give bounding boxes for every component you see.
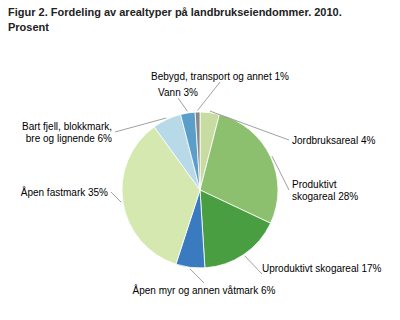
slice-label: Vann 3% [158, 87, 198, 98]
subtitle: Prosent [8, 21, 49, 33]
slice-label: Jordbruksareal 4% [292, 135, 375, 146]
leader-line [190, 269, 204, 283]
slice-label: Bart fjell, blokkmark,bre og lignende 6% [22, 121, 112, 144]
leader-line [272, 156, 289, 190]
leader-line [111, 192, 121, 202]
slice-label: Åpen fastmark 35% [21, 186, 108, 198]
slice-label: Produktivtskogareal 28% [292, 179, 358, 202]
leader-line [210, 111, 289, 140]
labels: Jordbruksareal 4% Produktivtskogareal 28%… [21, 71, 382, 296]
title: Figur 2. Fordeling av arealtyper på land… [8, 6, 342, 18]
pie-slice [181, 112, 200, 190]
chart-container: Figur 2. Fordeling av arealtyper på land… [0, 0, 400, 320]
slice-label: Bebygd, transport og annet 1% [151, 71, 289, 82]
slice-label: Uproduktivt skogareal 17% [262, 263, 382, 274]
leader-line [178, 98, 188, 111]
leader-line [245, 256, 262, 274]
pie-slice [200, 190, 271, 268]
leader-line [198, 82, 220, 110]
pie-slice [195, 112, 200, 190]
leader-line [115, 118, 166, 132]
leader-lines [111, 82, 289, 283]
pie [122, 112, 278, 268]
background [0, 0, 400, 320]
chart: Figur 2. Fordeling av arealtyper på land… [0, 0, 400, 320]
slice-label: Åpen myr og annen våtmark 6% [133, 284, 276, 296]
